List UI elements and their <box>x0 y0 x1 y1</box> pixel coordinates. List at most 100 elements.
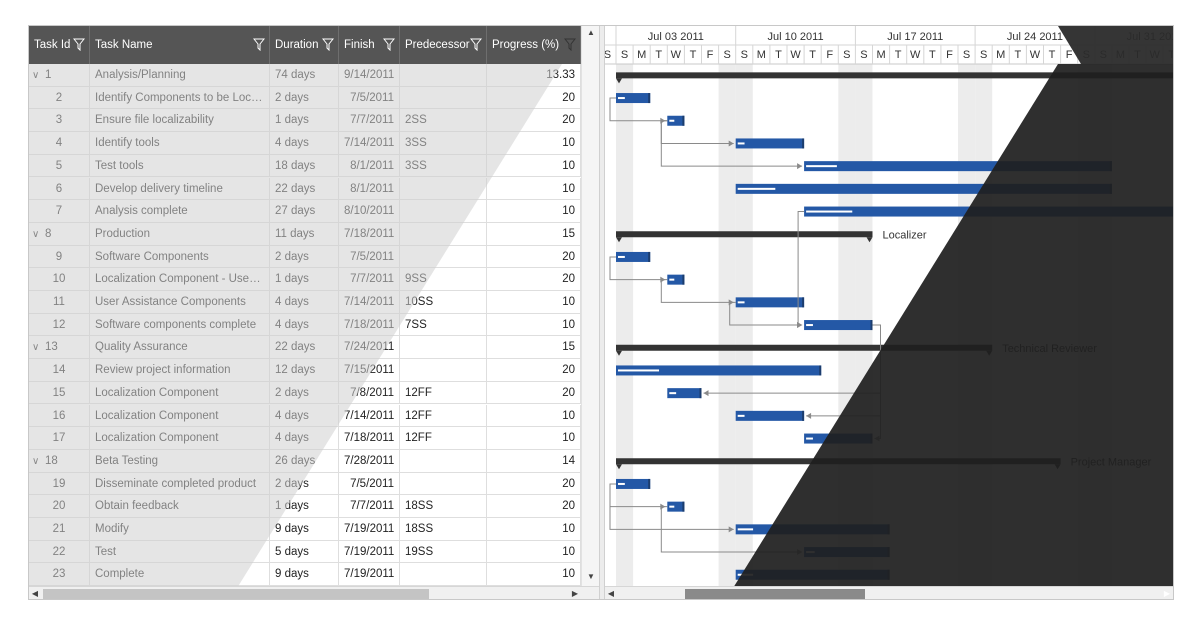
task-row[interactable]: 21 Modify 9 days 7/19/2011 18SS 10 <box>29 518 581 541</box>
grid-vertical-scrollbar[interactable]: ▲ ▼ <box>581 26 599 586</box>
progress-indicator <box>737 301 745 304</box>
task-row[interactable]: 12 Software components complete 4 days 7/18… <box>29 313 581 337</box>
task-bar[interactable] <box>735 297 805 308</box>
cell-finish: 7/14/2011 <box>339 404 400 427</box>
summary-bar[interactable] <box>616 344 993 351</box>
column-header-label: Duration <box>275 39 319 51</box>
column-header-duration[interactable]: Duration <box>270 26 339 64</box>
cell-name: Analysis complete <box>90 200 270 222</box>
column-header-id[interactable]: Task Id <box>29 26 90 64</box>
task-row[interactable]: 20 Obtain feedback 1 days 7/7/2011 18SS 20 <box>29 495 581 518</box>
task-row[interactable]: 11 User Assistance Components 4 days 7/14/2… <box>29 291 581 314</box>
summary-bar[interactable] <box>616 231 873 238</box>
day-label: T <box>895 49 902 61</box>
task-row[interactable]: 2 Identify Components to be Localized 2 da… <box>29 86 581 110</box>
chart-horizontal-scrollbar[interactable]: ◀ ▶ <box>605 586 1173 599</box>
day-label: S <box>963 49 970 61</box>
task-row[interactable]: 14 Review project information 12 days 7/15/… <box>29 359 581 382</box>
column-header-predecessor[interactable]: Predecessor <box>400 26 487 64</box>
chevron-down-icon[interactable]: ∨ <box>32 228 40 240</box>
cell-progress: 10 <box>487 404 581 427</box>
task-bar[interactable] <box>667 274 685 285</box>
task-row[interactable]: 3 Ensure file localizability 1 days 7/7/201… <box>29 109 581 133</box>
progress-indicator <box>618 482 625 485</box>
task-bar[interactable] <box>804 161 1112 172</box>
chart-scroll-thumb[interactable] <box>685 589 865 599</box>
cell-duration: 27 days <box>270 200 339 222</box>
summary-bar[interactable] <box>616 72 1174 79</box>
day-label: S <box>741 49 748 61</box>
cell-finish: 7/19/2011 <box>339 518 400 540</box>
task-bar[interactable] <box>735 183 1112 194</box>
summary-task-row[interactable]: ∨ 1 Analysis/Planning 74 days 9/14/2011 13.33 <box>29 64 581 87</box>
task-row[interactable]: 4 Identify tools 4 days 7/14/2011 3SS 10 <box>29 132 581 155</box>
cell-predecessor <box>400 336 487 359</box>
task-row[interactable]: 6 Develop delivery timeline 22 days 8/1/201… <box>29 177 581 201</box>
filter-icon[interactable] <box>564 38 576 51</box>
task-row[interactable]: 16 Localization Component 4 days 7/14/2011 1… <box>29 404 581 428</box>
cell-duration: 2 days <box>270 245 339 268</box>
splitter[interactable] <box>599 26 605 599</box>
task-bar[interactable] <box>735 138 805 149</box>
task-bar[interactable] <box>804 320 873 331</box>
task-bar[interactable] <box>616 251 651 262</box>
chart-scroll-left-icon[interactable]: ◀ <box>607 589 615 598</box>
cell-id: 3 <box>29 109 90 132</box>
cell-predecessor: 12FF <box>400 381 487 404</box>
task-row[interactable]: 22 Test 5 days 7/19/2011 19SS 10 <box>29 540 581 564</box>
summary-task-row[interactable]: ∨ 8 Production 11 days 7/18/2011 15 <box>29 222 581 246</box>
task-bar[interactable] <box>667 501 685 512</box>
progress-indicator <box>669 505 675 508</box>
day-label: S <box>605 49 611 61</box>
task-bar[interactable] <box>667 388 702 399</box>
filter-icon[interactable] <box>73 38 85 51</box>
task-row[interactable]: 7 Analysis complete 27 days 8/10/2011 10 <box>29 200 581 223</box>
summary-task-row[interactable]: ∨ 13 Quality Assurance 22 days 7/24/2011 15 <box>29 336 581 360</box>
column-header-progress[interactable]: Progress (%) <box>487 26 581 64</box>
chevron-down-icon[interactable]: ∨ <box>32 455 40 467</box>
scroll-right-icon[interactable]: ▶ <box>571 589 579 598</box>
gantt-chart-canvas: Jul 03 2011 Jul 10 2011 Jul 17 2011 Jul 24 … <box>605 26 1174 599</box>
task-bar[interactable] <box>667 115 685 126</box>
cell-id: 23 <box>29 563 90 586</box>
task-bar[interactable] <box>616 365 822 376</box>
filter-icon[interactable] <box>253 38 265 51</box>
column-header-finish[interactable]: Finish <box>339 26 400 64</box>
grid-horizontal-scrollbar[interactable]: ◀ ▶ <box>29 586 599 599</box>
cell-duration: 26 days <box>270 449 339 472</box>
task-row[interactable]: 9 Software Components 2 days 7/5/2011 20 <box>29 245 581 269</box>
task-row[interactable]: 19 Disseminate completed product 2 days 7/5… <box>29 472 581 496</box>
scroll-down-icon[interactable]: ▼ <box>587 572 595 581</box>
filter-icon[interactable] <box>383 38 395 51</box>
scroll-up-icon[interactable]: ▲ <box>587 28 595 37</box>
cell-name: Software Components <box>90 245 270 268</box>
cell-finish: 8/1/2011 <box>339 154 400 177</box>
column-header-name[interactable]: Task Name <box>90 26 270 64</box>
scroll-left-icon[interactable]: ◀ <box>31 589 39 598</box>
cell-progress: 14 <box>487 449 581 472</box>
cell-progress: 20 <box>487 472 581 495</box>
progress-indicator <box>669 119 675 122</box>
cell-name: User Assistance Components <box>90 291 270 313</box>
chart-scroll-right-icon[interactable]: ▶ <box>1163 589 1171 598</box>
task-bar[interactable] <box>616 93 651 104</box>
day-label: F <box>707 49 714 61</box>
filter-icon[interactable] <box>322 38 334 51</box>
task-row[interactable]: 15 Localization Component 2 days 7/8/2011 12… <box>29 381 581 405</box>
cell-progress: 10 <box>487 313 581 336</box>
task-bar[interactable] <box>616 478 651 489</box>
cell-finish: 7/14/2011 <box>339 291 400 313</box>
task-row[interactable]: 5 Test tools 18 days 8/1/2011 3SS 10 <box>29 154 581 178</box>
grid-scroll-thumb[interactable] <box>43 589 429 599</box>
day-label: F <box>1066 49 1073 61</box>
filter-icon[interactable] <box>470 38 482 51</box>
task-bar-end <box>682 274 685 285</box>
chevron-down-icon[interactable]: ∨ <box>32 342 40 354</box>
grid-header: Task Id Task Name Duration Finish Predecesso… <box>29 26 581 64</box>
task-row[interactable]: 17 Localization Component 4 days 7/18/2011 1… <box>29 427 581 450</box>
task-bar[interactable] <box>735 410 805 421</box>
chevron-down-icon[interactable]: ∨ <box>32 70 40 81</box>
task-row[interactable]: 23 Complete 9 days 7/19/2011 10 <box>29 563 581 587</box>
summary-task-row[interactable]: ∨ 18 Beta Testing 26 days 7/28/2011 14 <box>29 449 581 473</box>
